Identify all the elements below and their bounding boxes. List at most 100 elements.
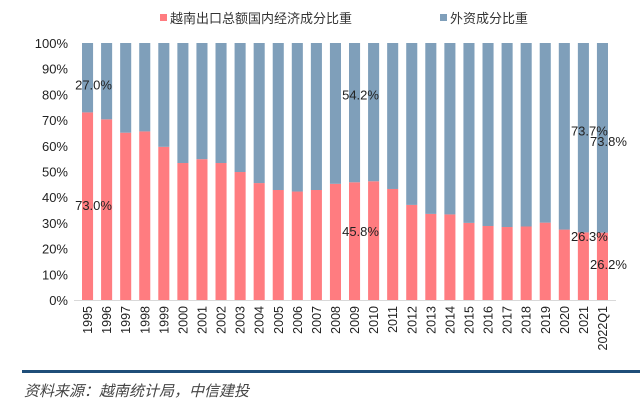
x-tick-label: 2000	[176, 306, 190, 334]
x-tick-label: 2017	[501, 306, 515, 334]
bar-segment-domestic	[82, 112, 94, 300]
data-label: 73.8%	[590, 134, 627, 149]
source-note: 资料来源：越南统计局，中信建投	[24, 382, 250, 400]
y-tick-label: 0%	[49, 293, 68, 308]
bar-segment-domestic	[215, 163, 227, 300]
bar-segment-foreign	[329, 43, 341, 184]
x-tick-label: 2012	[405, 306, 419, 334]
y-tick-label: 40%	[42, 190, 68, 205]
bar-segment-domestic	[120, 132, 132, 300]
bar-segment-foreign	[349, 43, 361, 183]
bar-segment-foreign	[425, 43, 437, 214]
bar-segment-domestic	[234, 172, 246, 300]
bar-segment-domestic	[596, 232, 608, 300]
bar-segment-domestic	[349, 182, 361, 300]
y-tick-label: 70%	[42, 113, 68, 128]
x-tick-label: 2015	[462, 306, 476, 334]
bar-segment-domestic	[387, 188, 399, 300]
x-tick-label: 2002	[215, 306, 229, 334]
y-tick-label: 100%	[35, 36, 69, 51]
bar-segment-foreign	[234, 43, 246, 173]
bar-segment-domestic	[368, 181, 380, 300]
x-tick-label: 2001	[195, 306, 209, 334]
y-tick-label: 30%	[42, 216, 68, 231]
bar-segment-foreign	[368, 43, 380, 182]
x-axis: 1995 1996 1997 1998 1999 2000 2001 2002 2003 2004…	[81, 306, 610, 351]
bar-segment-domestic	[291, 191, 303, 300]
bar-segment-domestic	[558, 229, 570, 300]
bar-segment-domestic	[177, 163, 189, 300]
x-tick-label: 2003	[234, 306, 248, 334]
bar-segment-foreign	[444, 43, 456, 215]
bar-segment-foreign	[558, 43, 570, 230]
bar-segment-foreign	[520, 43, 532, 227]
x-tick-label: 2009	[348, 306, 362, 334]
y-tick-label: 20%	[42, 242, 68, 257]
x-tick-label: 1999	[157, 306, 171, 334]
x-tick-label: 2010	[367, 306, 381, 334]
bar-segment-foreign	[158, 43, 170, 147]
bar-segment-domestic	[406, 204, 418, 300]
x-tick-label: 1996	[100, 306, 114, 334]
bars	[82, 43, 608, 300]
data-label: 73.7%	[571, 124, 608, 139]
bar-segment-foreign	[272, 43, 284, 191]
x-tick-label: 2020	[558, 306, 572, 334]
bar-segment-foreign	[310, 43, 322, 191]
bar-segment-domestic	[577, 232, 589, 300]
bar-segment-domestic	[329, 183, 341, 300]
bar-segment-domestic	[425, 213, 437, 300]
bar-segment-domestic	[501, 227, 513, 300]
bar-segment-domestic	[253, 183, 265, 300]
bar-segment-foreign	[101, 43, 113, 120]
bar-segment-foreign	[253, 43, 265, 184]
legend-label-foreign: 外资成分比重	[450, 12, 529, 27]
bar-segment-foreign	[539, 43, 551, 223]
data-label: 73.0%	[75, 198, 112, 213]
bar-segment-foreign	[596, 43, 608, 233]
bar-segment-domestic	[158, 146, 170, 300]
x-tick-label: 2008	[329, 306, 343, 334]
bar-segment-domestic	[139, 131, 151, 300]
x-tick-label: 2004	[253, 306, 267, 334]
y-tick-label: 10%	[42, 267, 68, 282]
legend-swatch-foreign	[440, 14, 447, 21]
data-labels: 27.0% 73.0% 54.2% 45.8% 73.7% 26.3% 73.8% 26.2%	[75, 77, 627, 272]
bar-segment-foreign	[215, 43, 227, 164]
bar-segment-foreign	[387, 43, 399, 189]
y-tick-label: 80%	[42, 87, 68, 102]
x-tick-label: 2014	[443, 306, 457, 334]
data-label: 45.8%	[342, 224, 379, 239]
x-tick-label: 2005	[272, 306, 286, 334]
bar-segment-foreign	[406, 43, 418, 205]
x-tick-label: 2016	[482, 306, 496, 334]
x-tick-label: 2007	[310, 306, 324, 334]
footer-divider	[22, 370, 640, 373]
x-tick-label: 1995	[81, 306, 95, 334]
x-tick-label: 2018	[520, 306, 534, 334]
bar-segment-domestic	[101, 119, 113, 300]
data-label: 26.3%	[571, 229, 608, 244]
bar-segment-foreign	[139, 43, 151, 132]
x-tick-label: 2021	[577, 306, 591, 334]
bar-segment-domestic	[520, 226, 532, 300]
bar-segment-domestic	[482, 225, 494, 300]
legend-item-domestic: 越南出口总额国内经济成分比重	[160, 8, 352, 27]
y-tick-label: 60%	[42, 139, 68, 154]
x-tick-label: 2011	[386, 306, 400, 333]
bar-segment-domestic	[463, 222, 475, 300]
x-tick-label: 2006	[291, 306, 305, 334]
bar-segment-foreign	[577, 43, 589, 233]
x-tick-label: 2013	[424, 306, 438, 334]
data-label: 54.2%	[342, 88, 379, 103]
legend: 越南出口总额国内经济成分比重 外资成分比重	[0, 8, 640, 28]
bar-segment-foreign	[463, 43, 475, 223]
data-label: 27.0%	[75, 77, 112, 92]
y-tick-label: 90%	[42, 62, 68, 77]
bar-segment-foreign	[291, 43, 303, 192]
legend-label-domestic: 越南出口总额国内经济成分比重	[170, 12, 353, 27]
legend-swatch-domestic	[160, 14, 167, 21]
bar-segment-foreign	[120, 43, 132, 133]
bar-segment-foreign	[82, 43, 94, 113]
